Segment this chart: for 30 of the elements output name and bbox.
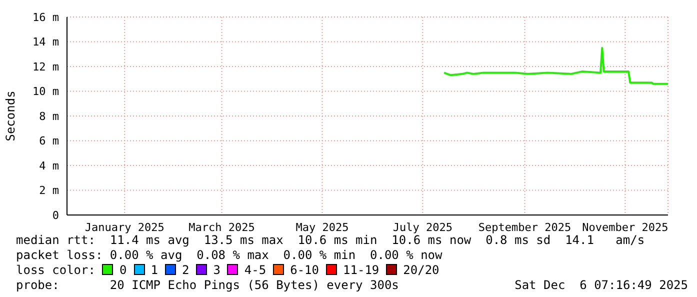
x-tick-label: January 2025 bbox=[84, 220, 164, 234]
y-axis-title: Seconds bbox=[3, 90, 18, 142]
x-tick-label: May 2025 bbox=[296, 220, 349, 234]
text: Sat Dec 6 07:16:49 2025 bbox=[514, 278, 688, 293]
legend-title: loss color: bbox=[16, 263, 96, 277]
legend-label: 6-10 bbox=[289, 263, 320, 277]
legend-label: 0 bbox=[118, 263, 127, 277]
x-tick-label: July 2025 bbox=[392, 220, 452, 234]
x-tick-label: September 2025 bbox=[478, 220, 572, 234]
legend-label: 1 bbox=[150, 263, 158, 277]
y-tick-label: 14 m bbox=[32, 36, 60, 49]
y-tick-label: 8 m bbox=[39, 110, 60, 123]
y-tick-label: 16 m bbox=[32, 10, 60, 24]
y-tick-label: 10 m bbox=[32, 85, 60, 98]
y-tick-label: 12 m bbox=[32, 60, 60, 74]
legend-label: 3 bbox=[212, 263, 220, 277]
text: median rtt: 11.4 ms avg 13.5 ms max 10.6 ms min 10.6 ms now 0.8 ms sd 14.1 am/s bbox=[16, 233, 646, 248]
y-tick-label: 2 m bbox=[39, 184, 60, 198]
text: packet loss: 0.00 % avg 0.08 % max 0.00 % min 0.00 % now bbox=[16, 248, 444, 263]
legend-label: 4-5 bbox=[243, 263, 266, 277]
y-tick-label: 0 bbox=[52, 208, 59, 222]
legend-label: 20/20 bbox=[402, 263, 440, 277]
line-series bbox=[443, 46, 668, 85]
legend-label: 11-19 bbox=[342, 263, 380, 277]
text: probe: 20 ICMP Echo Pings (56 Bytes) every 300s bbox=[16, 278, 399, 293]
y-tick-label: 4 m bbox=[39, 159, 60, 172]
y-tick-label: 6 m bbox=[39, 134, 60, 148]
x-tick-label: November 2025 bbox=[582, 220, 668, 234]
legend-label: 2 bbox=[180, 263, 190, 277]
x-tick-label: March 2025 bbox=[188, 220, 255, 234]
